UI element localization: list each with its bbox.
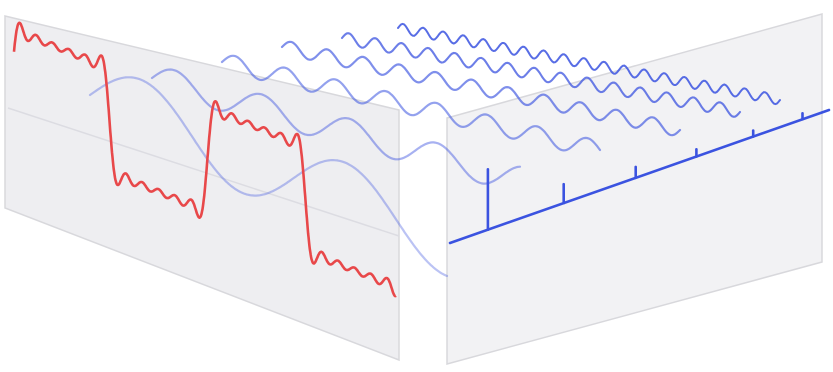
square-wave-signal <box>12 21 397 298</box>
harmonic-wave-5 <box>340 32 742 118</box>
frequency-axis <box>448 108 831 245</box>
frequency-domain-panel <box>446 13 823 365</box>
harmonic-wave-3 <box>220 54 602 152</box>
harmonic-waves <box>88 22 781 278</box>
frequency-spectrum <box>448 108 831 245</box>
harmonic-wave-4 <box>280 40 682 137</box>
time-domain-signal <box>12 21 397 298</box>
time-domain-panel <box>4 15 400 362</box>
harmonic-wave-1 <box>88 76 449 278</box>
harmonic-wave-6 <box>397 22 781 106</box>
time-axis <box>7 107 400 237</box>
